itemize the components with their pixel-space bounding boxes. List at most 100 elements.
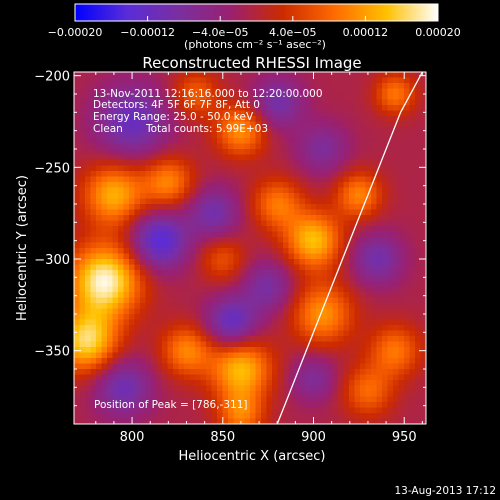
heatmap-cell [371,270,378,277]
heatmap-cell [129,407,136,414]
heatmap-cell [107,369,114,376]
heatmap-cell [272,270,279,277]
heatmap-cell [118,248,125,255]
heatmap-cell [112,374,119,381]
heatmap-cell [156,220,163,227]
heatmap-cell [145,270,152,277]
heatmap-cell [129,358,136,365]
heatmap-cell [371,358,378,365]
heatmap-cell [173,275,180,282]
heatmap-cell [233,138,240,145]
heatmap-cell [162,187,169,194]
heatmap-cell [283,143,290,150]
heatmap-cell [90,363,97,370]
heatmap-cell [167,358,174,365]
heatmap-cell [354,110,361,117]
heatmap-cell [338,314,345,321]
heatmap-cell [354,165,361,172]
heatmap-cell [299,314,306,321]
heatmap-cell [250,160,257,167]
heatmap-cell [255,209,262,216]
heatmap-cell [288,281,295,288]
heatmap-cell [272,149,279,156]
heatmap-cell [217,341,224,348]
heatmap-cell [283,407,290,414]
heatmap-cell [316,237,323,244]
heatmap-cell [189,303,196,310]
heatmap-cell [195,341,202,348]
heatmap-cell [338,242,345,249]
heatmap-cell [162,336,169,343]
heatmap-cell [222,226,229,233]
heatmap-cell [151,380,158,387]
heatmap-cell [305,281,312,288]
heatmap-cell [145,149,152,156]
heatmap-cell [228,308,235,315]
heatmap-cell [217,286,224,293]
heatmap-cell [140,220,147,227]
heatmap-cell [283,237,290,244]
heatmap-cell [79,154,86,161]
heatmap-cell [167,220,174,227]
heatmap-cell [365,193,372,200]
heatmap-cell [206,341,213,348]
heatmap-cell [222,110,229,117]
heatmap-cell [217,303,224,310]
heatmap-cell [283,369,290,376]
heatmap-cell [206,121,213,128]
heatmap-cell [294,297,301,304]
heatmap-cell [261,347,268,354]
heatmap-cell [266,165,273,172]
heatmap-cell [266,391,273,398]
heatmap-cell [173,149,180,156]
heatmap-cell [409,72,416,79]
heatmap-cell [211,402,218,409]
heatmap-cell [277,94,284,101]
heatmap-cell [398,138,405,145]
heatmap-cell [85,286,92,293]
heatmap-cell [332,369,339,376]
heatmap-cell [222,160,229,167]
heatmap-cell [134,308,141,315]
heatmap-cell [327,385,334,392]
heatmap-cell [118,165,125,172]
heatmap-cell [101,264,108,271]
heatmap-cell [327,116,334,123]
heatmap-cell [321,154,328,161]
heatmap-cell [277,336,284,343]
heatmap-cell [299,380,306,387]
heatmap-cell [277,297,284,304]
heatmap-cell [222,72,229,79]
heatmap-cell [167,121,174,128]
heatmap-cell [233,292,240,299]
heatmap-cell [79,94,86,101]
heatmap-cell [101,204,108,211]
heatmap-cell [310,226,317,233]
heatmap-cell [129,270,136,277]
heatmap-cell [140,314,147,321]
heatmap-cell [145,198,152,205]
heatmap-cell [354,121,361,128]
heatmap-cell [266,352,273,359]
heatmap-cell [145,160,152,167]
heatmap-cell [261,72,268,79]
heatmap-cell [156,171,163,178]
heatmap-cell [420,281,426,288]
heatmap-cell [140,385,147,392]
heatmap-cell [398,165,405,172]
heatmap-cell [255,116,262,123]
heatmap-cell [112,402,119,409]
y-tick-label: −300 [34,253,70,268]
heatmap-cell [112,99,119,106]
heatmap-cell [145,138,152,145]
heatmap-cell [228,182,235,189]
heatmap-cell [200,352,207,359]
heatmap-cell [420,325,426,332]
heatmap-cell [283,99,290,106]
heatmap-cell [398,116,405,123]
heatmap-cell [173,154,180,161]
heatmap-cell [118,127,125,134]
heatmap-cell [129,275,136,282]
heatmap-cell [184,281,191,288]
heatmap-cell [398,297,405,304]
